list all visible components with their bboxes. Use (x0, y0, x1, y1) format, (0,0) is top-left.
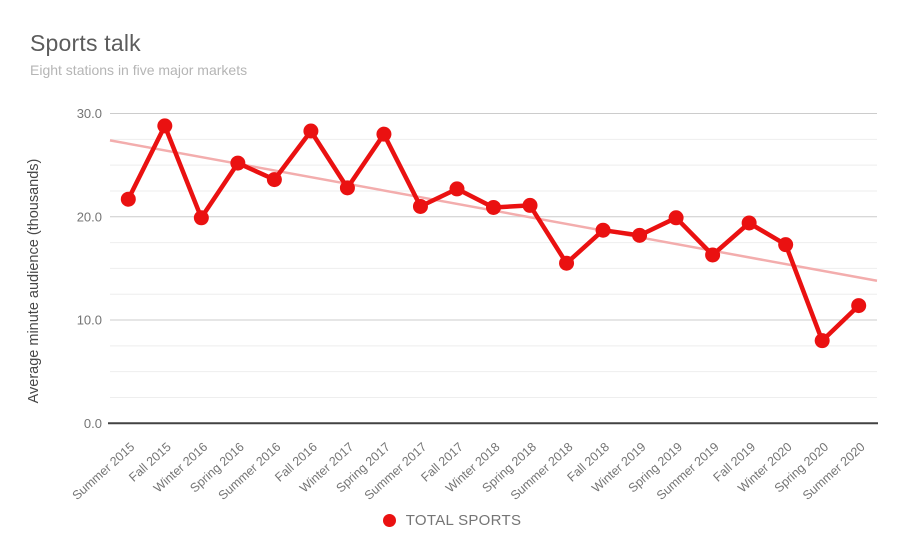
legend-series-marker-icon (382, 513, 396, 527)
chart-subtitle: Eight stations in five major markets (30, 62, 248, 78)
data-point[interactable] (486, 199, 501, 215)
data-point[interactable] (120, 191, 136, 207)
data-point[interactable] (632, 227, 648, 243)
x-tick-label: Summer 2015 (70, 440, 138, 503)
data-point[interactable] (376, 126, 392, 142)
data-point[interactable] (266, 172, 282, 188)
data-point[interactable] (303, 123, 319, 139)
data-point[interactable] (814, 333, 830, 349)
data-point[interactable] (778, 237, 794, 253)
chart-title: Sports talk (30, 30, 141, 56)
y-axis-title: Average minute audience (thousands) (26, 159, 42, 404)
data-point[interactable] (741, 215, 757, 231)
data-point[interactable] (157, 118, 173, 134)
data-point[interactable] (193, 210, 209, 226)
y-tick-label: 0.0 (84, 416, 102, 431)
data-point[interactable] (449, 181, 465, 197)
y-tick-label: 20.0 (77, 209, 102, 224)
data-point[interactable] (595, 222, 611, 238)
data-point[interactable] (339, 180, 355, 196)
data-point[interactable] (851, 298, 867, 314)
legend-item-total-sports[interactable]: TOTAL SPORTS (0, 508, 904, 532)
legend-series-label: TOTAL SPORTS (405, 511, 522, 529)
data-point[interactable] (668, 210, 684, 226)
y-tick-label: 10.0 (77, 313, 102, 328)
y-tick-label: 30.0 (77, 106, 102, 121)
data-point[interactable] (559, 255, 575, 271)
data-point[interactable] (705, 247, 721, 263)
data-point[interactable] (522, 197, 538, 213)
data-point[interactable] (412, 198, 428, 214)
data-point[interactable] (230, 155, 246, 171)
